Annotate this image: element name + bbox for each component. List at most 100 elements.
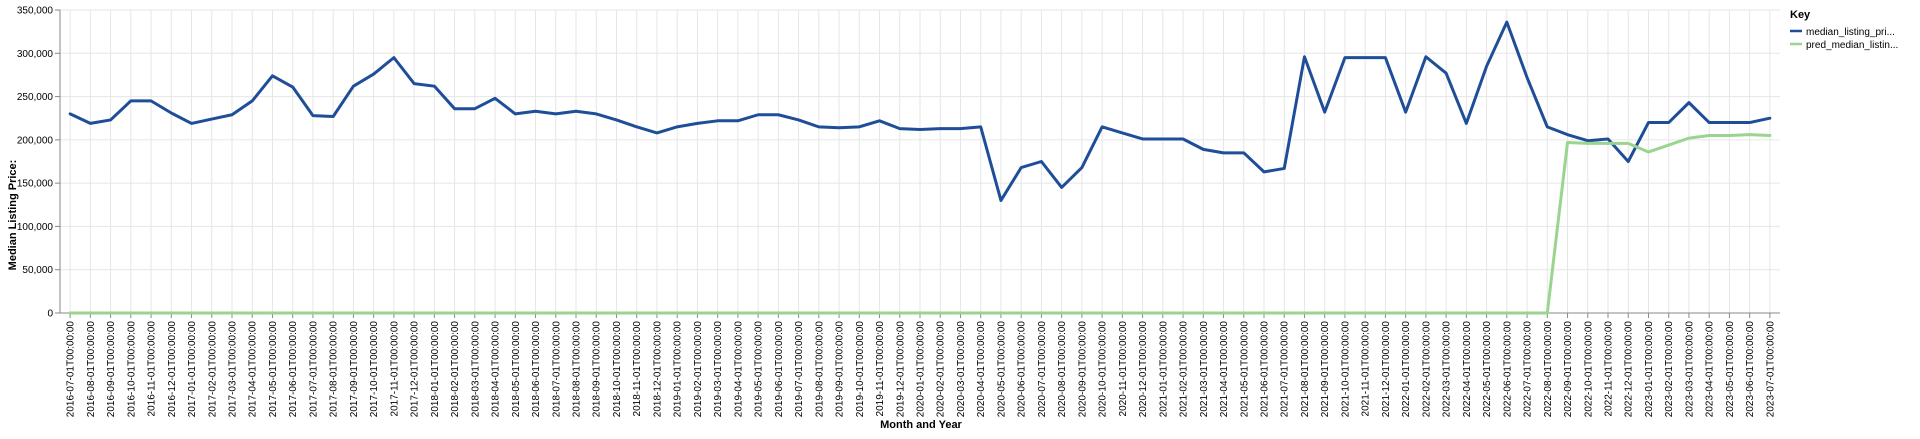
x-tick-label: 2017-06-01T00:00:00 [288, 321, 299, 418]
y-tick-label: 50,000 [22, 265, 53, 276]
x-tick-label: 2022-10-01T00:00:00 [1583, 321, 1594, 418]
x-tick-label: 2021-04-01T00:00:00 [1219, 321, 1230, 418]
x-tick-label: 2022-11-01T00:00:00 [1604, 321, 1615, 417]
x-tick-label: 2019-03-01T00:00:00 [713, 321, 724, 418]
x-tick-label: 2017-09-01T00:00:00 [349, 321, 360, 418]
x-tick-label: 2019-06-01T00:00:00 [774, 321, 785, 418]
x-tick-label: 2021-10-01T00:00:00 [1340, 321, 1351, 418]
x-tick-label: 2023-05-01T00:00:00 [1725, 321, 1736, 418]
x-tick-label: 2022-12-01T00:00:00 [1624, 321, 1635, 418]
x-tick-label: 2016-10-01T00:00:00 [126, 321, 137, 418]
x-tick-label: 2019-08-01T00:00:00 [814, 321, 825, 418]
x-tick-label: 2019-04-01T00:00:00 [733, 321, 744, 418]
x-tick-label: 2023-03-01T00:00:00 [1684, 321, 1695, 418]
series-line-1 [68, 20, 1772, 202]
x-tick-label: 2020-04-01T00:00:00 [976, 321, 987, 418]
x-tick-label: 2020-11-01T00:00:00 [1118, 321, 1129, 417]
x-tick-label: 2018-03-01T00:00:00 [470, 321, 481, 418]
x-tick-label: 2018-06-01T00:00:00 [531, 321, 542, 418]
x-tick-label: 2019-02-01T00:00:00 [693, 321, 704, 418]
x-tick-label: 2018-07-01T00:00:00 [551, 321, 562, 418]
legend-title: Key [1790, 9, 1811, 21]
y-axis: 0 50,000 100,000 150,000 200,000 250,000 300,0… [17, 6, 61, 320]
x-tick-label: 2022-07-01T00:00:00 [1523, 321, 1534, 418]
x-axis-title: Month and Year [880, 419, 962, 431]
x-tick-label: 2021-11-01T00:00:00 [1361, 321, 1372, 417]
x-tick-label: 2019-12-01T00:00:00 [895, 321, 906, 418]
legend-label: median_listing_pri... [1806, 27, 1895, 38]
x-tick-label: 2019-01-01T00:00:00 [673, 321, 684, 418]
x-tick-label: 2019-09-01T00:00:00 [835, 321, 846, 418]
x-tick-label: 2023-02-01T00:00:00 [1664, 321, 1675, 418]
x-tick-label: 2021-07-01T00:00:00 [1280, 321, 1291, 418]
x-tick-label: 2018-09-01T00:00:00 [592, 321, 603, 418]
x-tick-label: 2018-02-01T00:00:00 [450, 321, 461, 418]
x-tick-label: 2017-05-01T00:00:00 [268, 321, 279, 418]
x-tick-label: 2020-06-01T00:00:00 [1017, 321, 1028, 418]
x-tick-label: 2021-09-01T00:00:00 [1320, 321, 1331, 418]
y-tick-label: 200,000 [17, 135, 54, 146]
x-tick-label: 2018-10-01T00:00:00 [612, 321, 623, 418]
x-tick-label: 2022-05-01T00:00:00 [1482, 321, 1493, 418]
x-tick-label: 2017-07-01T00:00:00 [308, 321, 319, 418]
x-axis: 2016-07-01T00:00:00 2016-08-01T00:00:00 20… [60, 312, 1780, 418]
x-tick-label: 2023-07-01T00:00:00 [1765, 321, 1776, 418]
x-tick-label: 2016-11-01T00:00:00 [147, 321, 158, 417]
x-tick-label: 2022-01-01T00:00:00 [1401, 321, 1412, 418]
x-tick-label: 2021-05-01T00:00:00 [1239, 321, 1250, 418]
x-tick-label: 2019-07-01T00:00:00 [794, 321, 805, 418]
x-tick-label: 2022-02-01T00:00:00 [1421, 321, 1432, 418]
x-tick-label: 2017-12-01T00:00:00 [410, 321, 421, 418]
x-tick-label: 2020-05-01T00:00:00 [996, 321, 1007, 418]
x-tick-label: 2016-12-01T00:00:00 [167, 321, 178, 418]
x-tick-label: 2018-08-01T00:00:00 [572, 321, 583, 418]
x-tick-label: 2018-12-01T00:00:00 [652, 321, 663, 418]
x-tick-label: 2017-08-01T00:00:00 [329, 321, 340, 418]
legend: Key median_listing_pri... pred_median_li… [1790, 9, 1898, 51]
x-tick-label: 2021-06-01T00:00:00 [1260, 321, 1271, 418]
x-tick-label: 2022-09-01T00:00:00 [1563, 321, 1574, 418]
x-tick-label: 2020-07-01T00:00:00 [1037, 321, 1048, 418]
x-tick-label: 2017-04-01T00:00:00 [248, 321, 259, 418]
x-tick-label: 2023-01-01T00:00:00 [1644, 321, 1655, 418]
x-tick-label: 2021-08-01T00:00:00 [1300, 321, 1311, 418]
x-tick-label: 2016-08-01T00:00:00 [86, 321, 97, 418]
legend-label: pred_median_listin... [1806, 40, 1898, 51]
x-tick-label: 2020-03-01T00:00:00 [956, 321, 967, 418]
x-tick-label: 2018-11-01T00:00:00 [632, 321, 643, 417]
x-tick-label: 2018-04-01T00:00:00 [491, 321, 502, 418]
legend-item-series-1: median_listing_pri... [1790, 27, 1895, 38]
x-tick-label: 2017-11-01T00:00:00 [389, 321, 400, 417]
series-layer [68, 20, 1772, 315]
x-tick-label: 2020-10-01T00:00:00 [1098, 321, 1109, 418]
x-tick-label: 2017-01-01T00:00:00 [187, 321, 198, 418]
x-tick-label: 2018-01-01T00:00:00 [430, 321, 441, 418]
x-tick-label: 2017-02-01T00:00:00 [207, 321, 218, 418]
y-tick-label: 100,000 [17, 222, 54, 233]
x-tick-label: 2016-07-01T00:00:00 [66, 321, 77, 418]
y-tick-label: 350,000 [17, 6, 54, 17]
x-tick-label: 2020-08-01T00:00:00 [1057, 321, 1068, 418]
y-tick-label: 250,000 [17, 92, 54, 103]
y-axis-title: Median Listing Price: [7, 160, 19, 271]
y-tick-label: 150,000 [17, 179, 54, 190]
x-tick-label: 2019-11-01T00:00:00 [875, 321, 886, 417]
x-tick-label: 2022-03-01T00:00:00 [1442, 321, 1453, 418]
x-tick-label: 2018-05-01T00:00:00 [511, 321, 522, 418]
x-tick-label: 2022-06-01T00:00:00 [1502, 321, 1513, 418]
x-tick-label: 2020-01-01T00:00:00 [916, 321, 927, 418]
x-tick-label: 2021-03-01T00:00:00 [1199, 321, 1210, 418]
x-tick-label: 2023-04-01T00:00:00 [1705, 321, 1716, 418]
x-tick-label: 2020-09-01T00:00:00 [1077, 321, 1088, 418]
x-tick-label: 2019-05-01T00:00:00 [754, 321, 765, 418]
x-tick-label: 2023-06-01T00:00:00 [1745, 321, 1756, 418]
gridlines [60, 9, 1780, 314]
x-tick-label: 2020-12-01T00:00:00 [1138, 321, 1149, 418]
x-tick-label: 2021-12-01T00:00:00 [1381, 321, 1392, 418]
x-tick-label: 2021-02-01T00:00:00 [1179, 321, 1190, 418]
x-tick-label: 2017-10-01T00:00:00 [369, 321, 380, 418]
x-tick-label: 2019-10-01T00:00:00 [855, 321, 866, 418]
x-tick-label: 2022-04-01T00:00:00 [1462, 321, 1473, 418]
